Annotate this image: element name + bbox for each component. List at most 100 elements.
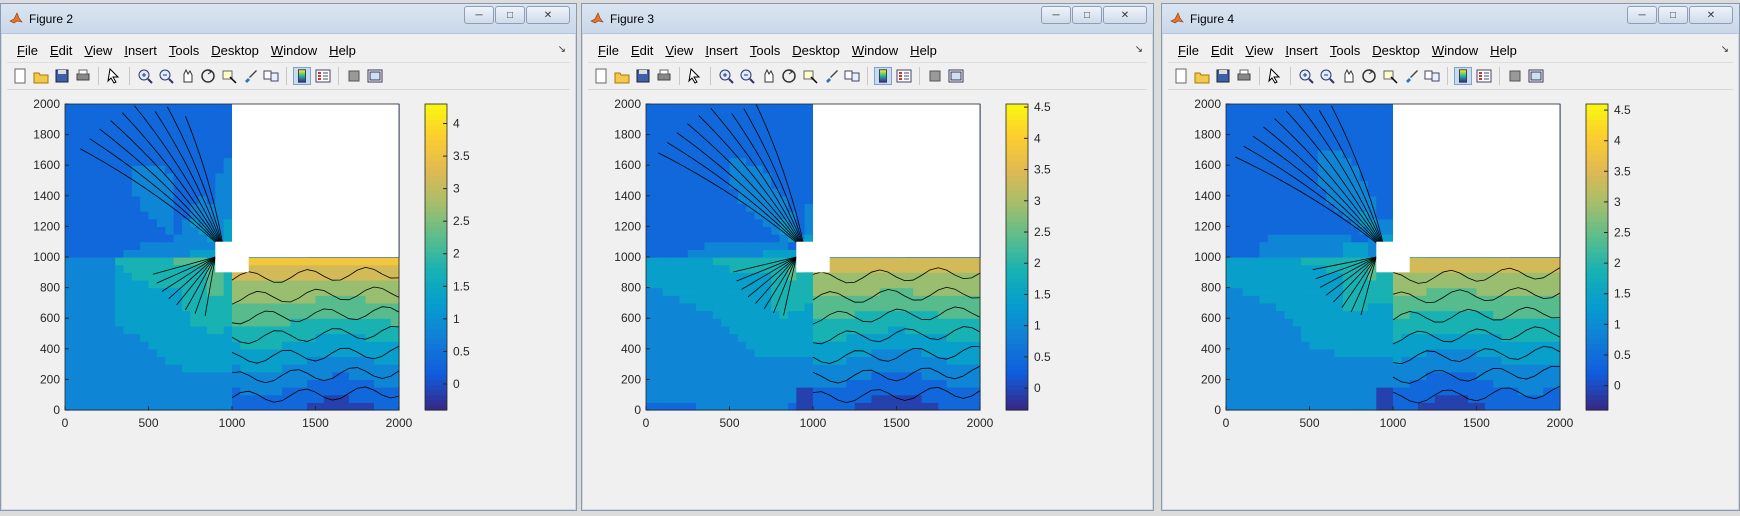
open-file-button[interactable]	[613, 67, 631, 85]
menu-window[interactable]: Window	[846, 40, 904, 58]
menu-view[interactable]: View	[78, 40, 118, 58]
rotate-3d-button[interactable]	[199, 67, 217, 85]
print-button[interactable]	[1235, 67, 1253, 85]
brush-button[interactable]	[822, 67, 840, 85]
menu-file[interactable]: File	[11, 40, 44, 58]
open-file-button[interactable]	[32, 67, 50, 85]
new-figure-button[interactable]	[1172, 67, 1190, 85]
colorbar[interactable]: 00.511.522.533.544.5	[1005, 100, 1051, 411]
menu-window[interactable]: Window	[1426, 40, 1484, 58]
zoom-out-button[interactable]	[157, 67, 175, 85]
minimize-button[interactable]: ─	[464, 6, 494, 24]
show-plot-tools-button[interactable]	[947, 67, 965, 85]
figure-window-3[interactable]: Figure 3 ─ □ ✕ File Edit View Insert Tools Deskto…	[581, 3, 1154, 511]
zoom-in-button[interactable]	[136, 67, 154, 85]
zoom-in-button[interactable]	[717, 67, 735, 85]
title-bar[interactable]: Figure 2 ─ □ ✕	[1, 4, 576, 34]
maximize-button[interactable]: □	[1072, 6, 1102, 24]
contour-cell	[954, 387, 964, 396]
brush-button[interactable]	[241, 67, 259, 85]
colorbar[interactable]: 00.511.522.533.54	[424, 103, 470, 411]
colorbar-button[interactable]	[293, 67, 311, 85]
menu-help[interactable]: Help	[904, 40, 943, 58]
legend-button[interactable]	[314, 67, 332, 85]
close-button[interactable]: ✕	[1103, 6, 1147, 24]
close-button[interactable]: ✕	[526, 6, 570, 24]
menu-insert[interactable]: Insert	[118, 40, 163, 58]
select-arrow-button[interactable]	[105, 67, 123, 85]
rotate-3d-button[interactable]	[1360, 67, 1378, 85]
data-cursor-button[interactable]	[801, 67, 819, 85]
data-cursor-button[interactable]	[220, 67, 238, 85]
zoom-in-button[interactable]	[1297, 67, 1315, 85]
open-file-button[interactable]	[1193, 67, 1211, 85]
figure-canvas[interactable]: 0 500 1000 1500 2000 0 200 400 600 800 1000 1200 140…	[588, 90, 1147, 504]
maximize-button[interactable]: □	[495, 6, 525, 24]
menu-file[interactable]: File	[592, 40, 625, 58]
pan-button[interactable]	[178, 67, 196, 85]
contour-cell	[106, 226, 116, 235]
legend-button[interactable]	[895, 67, 913, 85]
menu-help[interactable]: Help	[323, 40, 362, 58]
hide-plot-tools-button[interactable]	[345, 67, 363, 85]
menu-view[interactable]: View	[659, 40, 699, 58]
menu-help[interactable]: Help	[1484, 40, 1523, 58]
menu-tools[interactable]: Tools	[1324, 40, 1366, 58]
save-button[interactable]	[53, 67, 71, 85]
colorbar-button[interactable]	[1454, 67, 1472, 85]
save-button[interactable]	[1214, 67, 1232, 85]
contour-cell	[1409, 371, 1419, 380]
figure-canvas[interactable]: 0 500 1000 1500 2000 0 200 400 600 800 1000 1200 140…	[7, 90, 570, 504]
select-arrow-button[interactable]	[1266, 67, 1284, 85]
menu-desktop[interactable]: Desktop	[205, 40, 265, 58]
link-plot-button[interactable]	[1423, 67, 1441, 85]
menu-edit[interactable]: Edit	[1205, 40, 1239, 58]
show-plot-tools-button[interactable]	[1527, 67, 1545, 85]
title-bar[interactable]: Figure 4 ─ □ ✕	[1162, 4, 1739, 34]
zoom-out-button[interactable]	[1318, 67, 1336, 85]
dock-arrow-icon[interactable]: ↘	[557, 44, 566, 55]
menu-insert[interactable]: Insert	[1279, 40, 1324, 58]
dock-arrow-icon[interactable]: ↘	[1134, 44, 1143, 55]
title-bar[interactable]: Figure 3 ─ □ ✕	[582, 4, 1153, 34]
hide-plot-tools-button[interactable]	[926, 67, 944, 85]
minimize-button[interactable]: ─	[1041, 6, 1071, 24]
link-plot-button[interactable]	[262, 67, 280, 85]
pan-button[interactable]	[1339, 67, 1357, 85]
close-button[interactable]: ✕	[1689, 6, 1733, 24]
select-arrow-button[interactable]	[686, 67, 704, 85]
pan-button[interactable]	[759, 67, 777, 85]
menu-insert[interactable]: Insert	[699, 40, 744, 58]
new-figure-button[interactable]	[11, 67, 29, 85]
save-button[interactable]	[634, 67, 652, 85]
figure-window-2[interactable]: Figure 2 ─ □ ✕ File Edit View Insert Tools Deskto…	[0, 3, 577, 511]
rotate-3d-button[interactable]	[780, 67, 798, 85]
figure-canvas[interactable]: 0 500 1000 1500 2000 0 200 400 600 800 1000 1200 140…	[1168, 90, 1733, 504]
legend-button[interactable]	[1475, 67, 1493, 85]
contour-cell	[265, 371, 275, 380]
menu-desktop[interactable]: Desktop	[1366, 40, 1426, 58]
menu-tools[interactable]: Tools	[744, 40, 786, 58]
maximize-button[interactable]: □	[1658, 6, 1688, 24]
brush-button[interactable]	[1402, 67, 1420, 85]
print-button[interactable]	[74, 67, 92, 85]
link-plot-button[interactable]	[843, 67, 861, 85]
contour-cell	[115, 402, 125, 411]
zoom-out-button[interactable]	[738, 67, 756, 85]
hide-plot-tools-button[interactable]	[1506, 67, 1524, 85]
new-figure-button[interactable]	[592, 67, 610, 85]
figure-window-4[interactable]: Figure 4 ─ □ ✕ File Edit View Insert Tools Deskto…	[1161, 3, 1740, 511]
dock-arrow-icon[interactable]: ↘	[1720, 44, 1729, 55]
data-cursor-button[interactable]	[1381, 67, 1399, 85]
colorbar-button[interactable]	[874, 67, 892, 85]
menu-tools[interactable]: Tools	[163, 40, 205, 58]
menu-edit[interactable]: Edit	[625, 40, 659, 58]
menu-file[interactable]: File	[1172, 40, 1205, 58]
menu-view[interactable]: View	[1239, 40, 1279, 58]
menu-edit[interactable]: Edit	[44, 40, 78, 58]
menu-desktop[interactable]: Desktop	[786, 40, 846, 58]
menu-window[interactable]: Window	[265, 40, 323, 58]
show-plot-tools-button[interactable]	[366, 67, 384, 85]
minimize-button[interactable]: ─	[1627, 6, 1657, 24]
print-button[interactable]	[655, 67, 673, 85]
